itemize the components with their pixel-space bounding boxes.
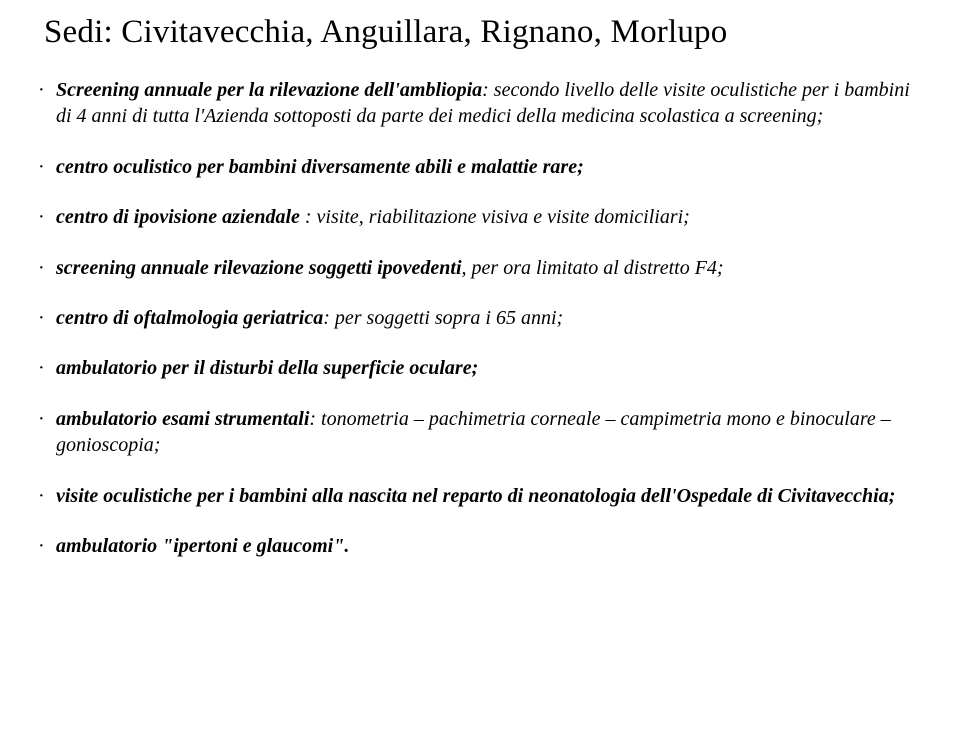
bold-text-segment: ambulatorio "ipertoni e glaucomi". bbox=[56, 535, 349, 557]
bold-text-segment: ambulatorio esami strumentali bbox=[56, 408, 309, 430]
list-item: ambulatorio "ipertoni e glaucomi". bbox=[44, 533, 923, 559]
bold-text-segment: visite oculistiche per i bambini alla na… bbox=[56, 485, 895, 507]
list-item: Screening annuale per la rilevazione del… bbox=[44, 77, 923, 130]
list-item: ambulatorio esami strumentali: tonometri… bbox=[44, 406, 923, 459]
list-item: centro oculistico per bambini diversamen… bbox=[44, 154, 923, 180]
bold-text-segment: Screening annuale per la rilevazione del… bbox=[56, 79, 482, 101]
bold-text-segment: screening annuale rilevazione soggetti i… bbox=[56, 257, 462, 279]
list-item: screening annuale rilevazione soggetti i… bbox=[44, 255, 923, 281]
list-item: centro di ipovisione aziendale : visite,… bbox=[44, 204, 923, 230]
list-item: centro di oftalmologia geriatrica: per s… bbox=[44, 305, 923, 331]
bold-text-segment: centro di oftalmologia geriatrica bbox=[56, 307, 323, 329]
bold-text-segment: ambulatorio per il disturbi della superf… bbox=[56, 357, 478, 379]
list-item: visite oculistiche per i bambini alla na… bbox=[44, 483, 923, 509]
list-item: ambulatorio per il disturbi della superf… bbox=[44, 355, 923, 381]
bold-text-segment: centro oculistico per bambini diversamen… bbox=[56, 156, 584, 178]
text-segment: : per soggetti sopra i 65 anni; bbox=[323, 307, 563, 329]
text-segment: , per ora limitato al distretto F4; bbox=[462, 257, 724, 279]
text-segment: : visite, riabilitazione visiva e visite… bbox=[305, 206, 690, 228]
bold-text-segment: centro di ipovisione aziendale bbox=[56, 206, 305, 228]
page-title: Sedi: Civitavecchia, Anguillara, Rignano… bbox=[44, 14, 923, 51]
bullet-list: Screening annuale per la rilevazione del… bbox=[44, 77, 923, 559]
document-page: Sedi: Civitavecchia, Anguillara, Rignano… bbox=[0, 0, 959, 603]
